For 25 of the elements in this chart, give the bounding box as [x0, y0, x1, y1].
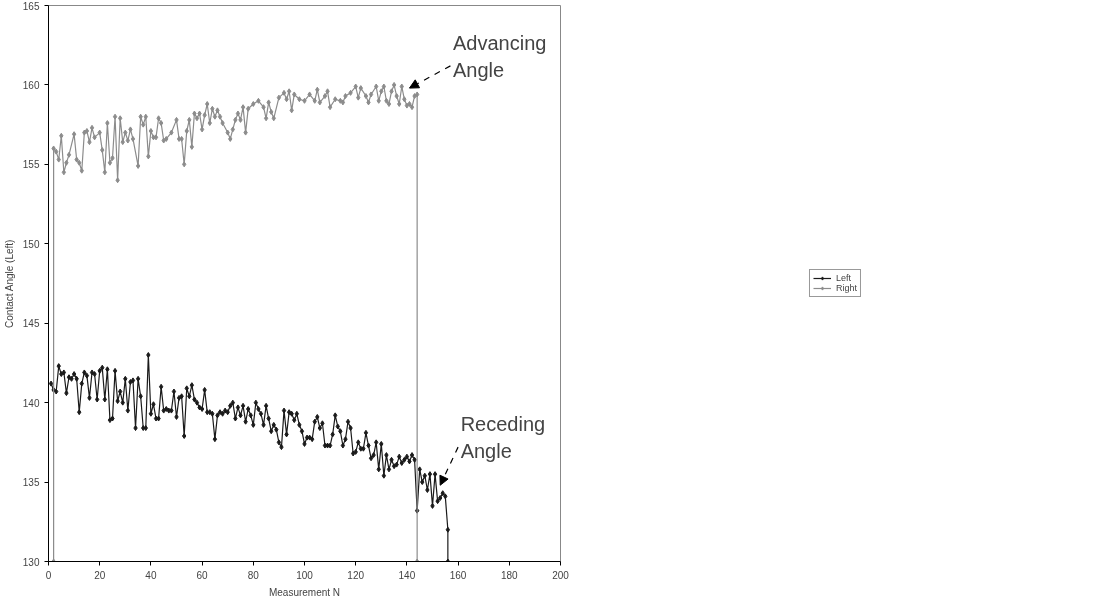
y-tick-label: 130 [22, 556, 40, 568]
x-tick-label: 160 [449, 569, 467, 581]
y-tick-label: 150 [22, 238, 40, 250]
legend-label: Right [835, 283, 858, 293]
x-tick-label: 120 [347, 569, 365, 581]
x-tick-label: 0 [45, 569, 52, 581]
y-tick-label: 155 [22, 159, 40, 171]
x-tick-label: 100 [296, 569, 314, 581]
x-tick-label: 140 [398, 569, 416, 581]
y-tick-label: 165 [22, 0, 40, 12]
x-axis-title: Measurement N [268, 586, 341, 598]
x-tick-label: 80 [247, 569, 260, 581]
y-tick-label: 160 [22, 79, 40, 91]
x-tick-label: 60 [196, 569, 209, 581]
x-tick-label: 40 [145, 569, 157, 581]
annotation: Advancing Angle [452, 32, 547, 81]
x-tick-label: 180 [500, 569, 519, 581]
y-tick-label: 140 [22, 397, 40, 409]
y-axis-title: Contact Angle (Left) [3, 239, 15, 328]
annotation: Receding Angle [460, 413, 546, 462]
y-tick-label: 135 [22, 477, 40, 489]
x-tick-label: 200 [552, 569, 570, 581]
legend-label: Left [835, 273, 852, 283]
y-tick-label: 145 [22, 318, 40, 330]
x-tick-label: 20 [94, 569, 106, 581]
